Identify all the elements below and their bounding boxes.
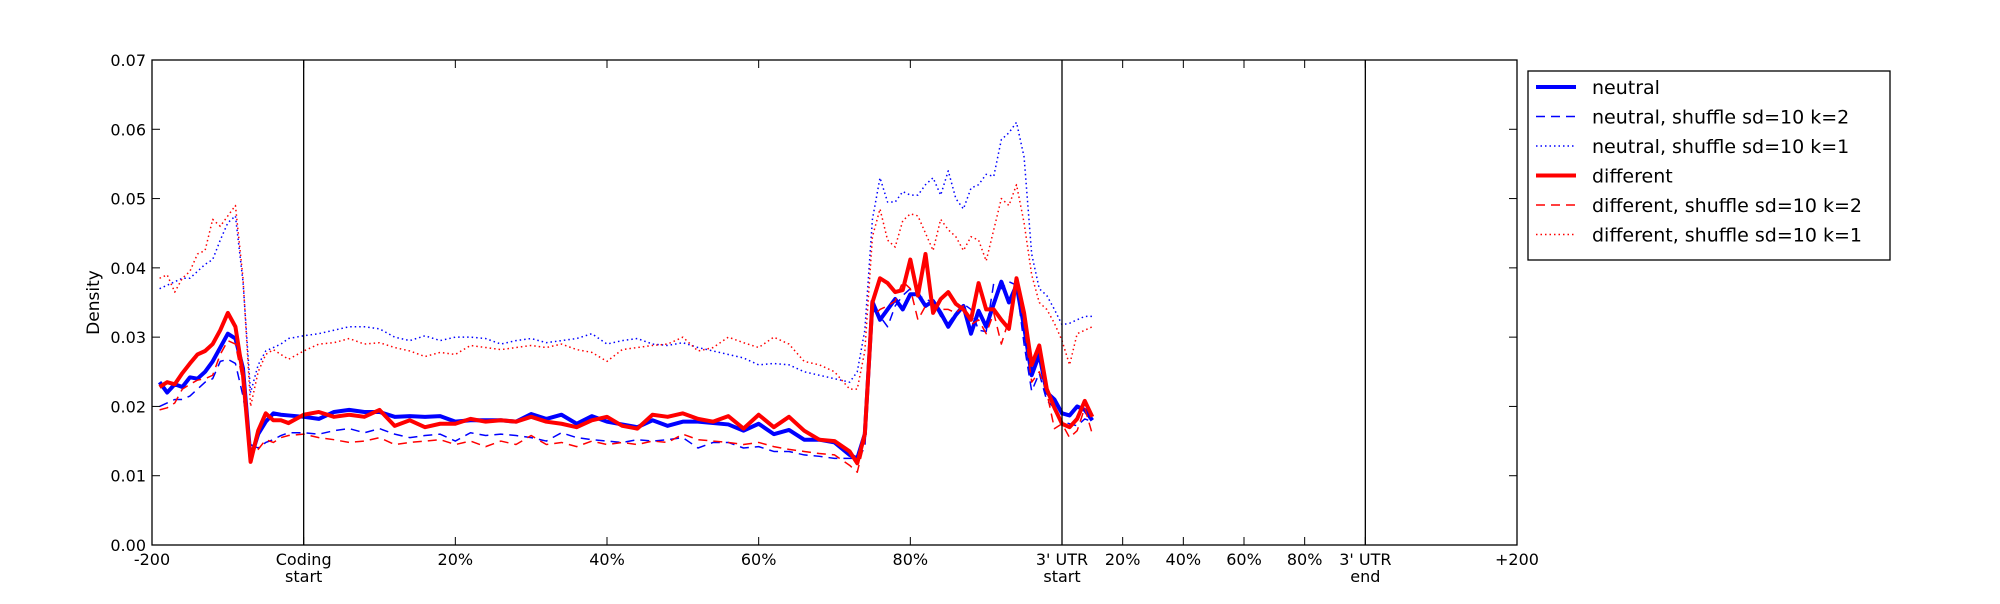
y-tick-label-5: 0.05 — [110, 190, 146, 209]
series-line-4 — [159, 280, 1094, 473]
x-tick-label-0: -200 — [134, 550, 170, 569]
x-tick-label-3: 40% — [589, 550, 625, 569]
x-tick-label-line: end — [1350, 567, 1380, 586]
y-tick-label-2: 0.02 — [110, 397, 146, 416]
x-tick-label-line: 3' UTR — [1036, 550, 1088, 569]
x-tick-label-8: 40% — [1166, 550, 1202, 569]
y-tick-label-3: 0.03 — [110, 328, 146, 347]
plot-frame — [151, 59, 1518, 546]
x-tick-label-1: Coding start — [276, 550, 332, 586]
x-tick-label-line: 60% — [741, 550, 777, 569]
legend: neutral neutral, shuffle sd=10 k=2 neutral… — [1527, 70, 1891, 261]
series-line-0 — [157, 279, 1094, 461]
series-line-2 — [159, 121, 1093, 394]
y-tick-label-1: 0.01 — [110, 467, 146, 486]
y-axis-label: Density — [84, 270, 104, 335]
x-tick-label-7: 20% — [1105, 550, 1141, 569]
series-line-5 — [159, 183, 1093, 408]
x-tick-label-line: 60% — [1226, 550, 1262, 569]
x-tick-label-12: +200 — [1495, 550, 1539, 569]
y-tick-label-7: 0.07 — [110, 51, 146, 70]
series-line-3 — [158, 252, 1095, 466]
y-tick-label-0: 0.00 — [110, 536, 146, 555]
x-tick-label-line: +200 — [1495, 550, 1539, 569]
region-boundaries — [303, 60, 1366, 545]
x-tick-label-line: 80% — [893, 550, 929, 569]
legend-label-0: neutral — [1592, 77, 1660, 99]
x-tick-label-line: 3' UTR — [1339, 550, 1391, 569]
y-tick-label-6: 0.06 — [110, 120, 146, 139]
legend-label-5: different, shuffle sd=10 k=1 — [1592, 225, 1862, 247]
x-tick-label-6: 3' UTR start — [1036, 550, 1088, 586]
x-tick-label-line: 20% — [1105, 550, 1141, 569]
x-tick-label-line: start — [285, 567, 322, 586]
legend-label-1: neutral, shuffle sd=10 k=2 — [1592, 107, 1849, 129]
x-tick-label-line: 40% — [1166, 550, 1202, 569]
x-tick-label-line: 20% — [438, 550, 474, 569]
x-tick-label-line: start — [1043, 567, 1080, 586]
x-tick-label-line: 80% — [1287, 550, 1323, 569]
x-tick-label-2: 20% — [438, 550, 474, 569]
legend-label-2: neutral, shuffle sd=10 k=1 — [1592, 136, 1849, 158]
x-tick-label-5: 80% — [893, 550, 929, 569]
x-tick-label-11: 3' UTR end — [1339, 550, 1391, 586]
series-line-1 — [159, 280, 1093, 460]
legend-box — [1527, 70, 1891, 261]
x-tick-label-line: 40% — [589, 550, 625, 569]
x-tick-label-9: 60% — [1226, 550, 1262, 569]
x-tick-label-line: -200 — [134, 550, 170, 569]
x-tick-label-line: Coding — [276, 550, 332, 569]
y-tick-label-4: 0.04 — [110, 259, 146, 278]
legend-label-4: different, shuffle sd=10 k=2 — [1592, 195, 1862, 217]
series-lines — [157, 121, 1095, 473]
x-tick-label-4: 60% — [741, 550, 777, 569]
axes: 0.00 0.01 0.02 0.03 0.04 0.05 0.06 0.07 -200 Codi… — [84, 51, 1539, 586]
x-tick-label-10: 80% — [1287, 550, 1323, 569]
legend-label-3: different — [1592, 166, 1673, 188]
